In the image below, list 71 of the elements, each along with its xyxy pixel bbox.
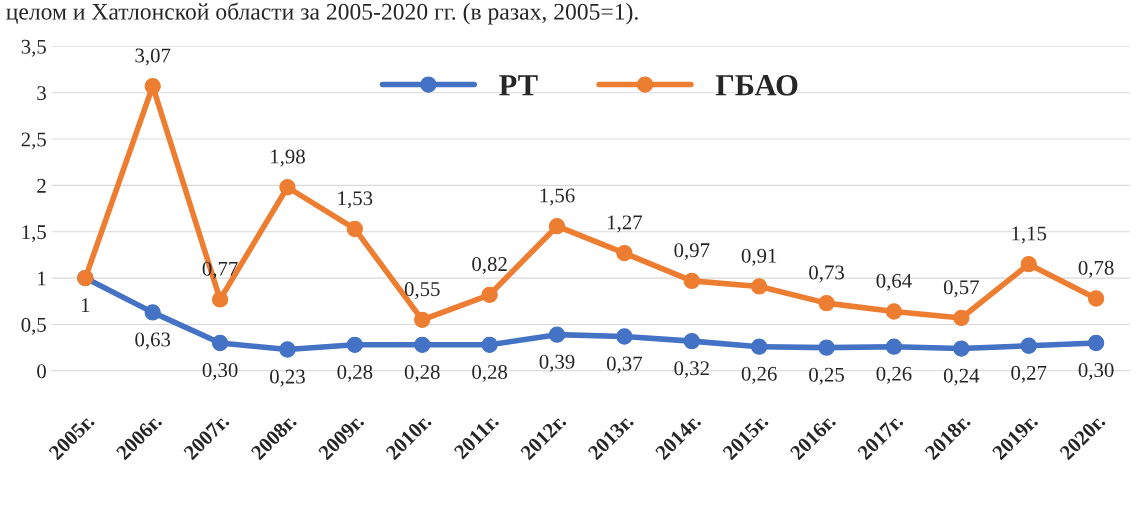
- y-tick-label: 3: [37, 86, 46, 101]
- point: [346, 220, 364, 238]
- y-tick-label: 2: [37, 178, 46, 193]
- data-label: 0,28: [404, 364, 440, 382]
- point: [1020, 256, 1037, 273]
- point: [144, 78, 161, 95]
- point: [279, 179, 296, 196]
- data-label: 0,30: [202, 363, 238, 381]
- data-label: 1,53: [338, 191, 373, 209]
- data-label: 0,30: [1078, 363, 1114, 381]
- y-tick-label: 1,5: [22, 225, 46, 243]
- data-label: 0,23: [270, 369, 305, 387]
- point: [414, 311, 431, 328]
- data-label: 0,63: [135, 332, 171, 350]
- data-label: 0,55: [404, 282, 440, 300]
- point: [818, 294, 835, 312]
- data-label: 0,91: [741, 248, 777, 266]
- data-label: 0,82: [472, 257, 507, 275]
- point: [144, 304, 161, 321]
- data-label: 0,57: [943, 280, 979, 298]
- point: [1087, 334, 1105, 352]
- point: [616, 244, 633, 262]
- point: [1020, 337, 1037, 354]
- point: [548, 218, 566, 235]
- data-label: 0,37: [606, 356, 643, 374]
- data-label: 0,39: [539, 354, 575, 372]
- point: [279, 341, 296, 358]
- data-label: 0,25: [809, 367, 844, 385]
- point: [211, 291, 229, 308]
- data-label: 1,15: [1012, 226, 1047, 244]
- legend-label: РТ: [499, 75, 538, 96]
- data-label: 1: [81, 298, 90, 312]
- point: [683, 332, 700, 350]
- point: [751, 278, 768, 295]
- point: [481, 286, 498, 303]
- data-label: 0,24: [943, 368, 980, 386]
- point: [548, 326, 566, 343]
- data-label: 0,28: [337, 364, 373, 382]
- data-label: 1,27: [608, 215, 643, 233]
- y-tick-label: 0,5: [21, 317, 46, 335]
- y-tick-label: 2,5: [21, 132, 46, 150]
- data-label: 0,32: [674, 361, 709, 379]
- data-label: 0,27: [1011, 365, 1047, 383]
- data-label: 0,26: [876, 366, 912, 384]
- data-label: 0,28: [472, 364, 508, 382]
- point: [1087, 290, 1105, 307]
- legend-label: ГБАО: [715, 75, 798, 96]
- data-label: 0,26: [741, 366, 777, 384]
- point: [885, 338, 903, 355]
- data-label: 1,98: [271, 149, 305, 167]
- point: [953, 340, 970, 357]
- point: [885, 303, 903, 320]
- y-tick-label: 0: [37, 364, 46, 379]
- data-label: 0,97: [674, 243, 710, 261]
- data-label: 3,07: [135, 48, 171, 66]
- chart-title: целом и Хатлонской области за 2005-2020 гг. (в разах, 2005=1).: [6, 2, 638, 25]
- point: [211, 334, 229, 352]
- point: [414, 336, 431, 353]
- data-label: 1,56: [540, 188, 575, 206]
- point: [481, 336, 498, 353]
- y-tick-label: 1: [38, 271, 46, 286]
- point: [953, 309, 970, 327]
- point: [616, 328, 633, 345]
- point: [346, 336, 364, 353]
- data-label: 0,73: [809, 265, 844, 283]
- point: [751, 338, 768, 355]
- data-label: 0,78: [1078, 260, 1114, 278]
- point: [683, 272, 700, 290]
- point: [818, 339, 835, 356]
- data-label: 0,64: [876, 273, 912, 291]
- y-tick-label: 3,5: [21, 39, 46, 57]
